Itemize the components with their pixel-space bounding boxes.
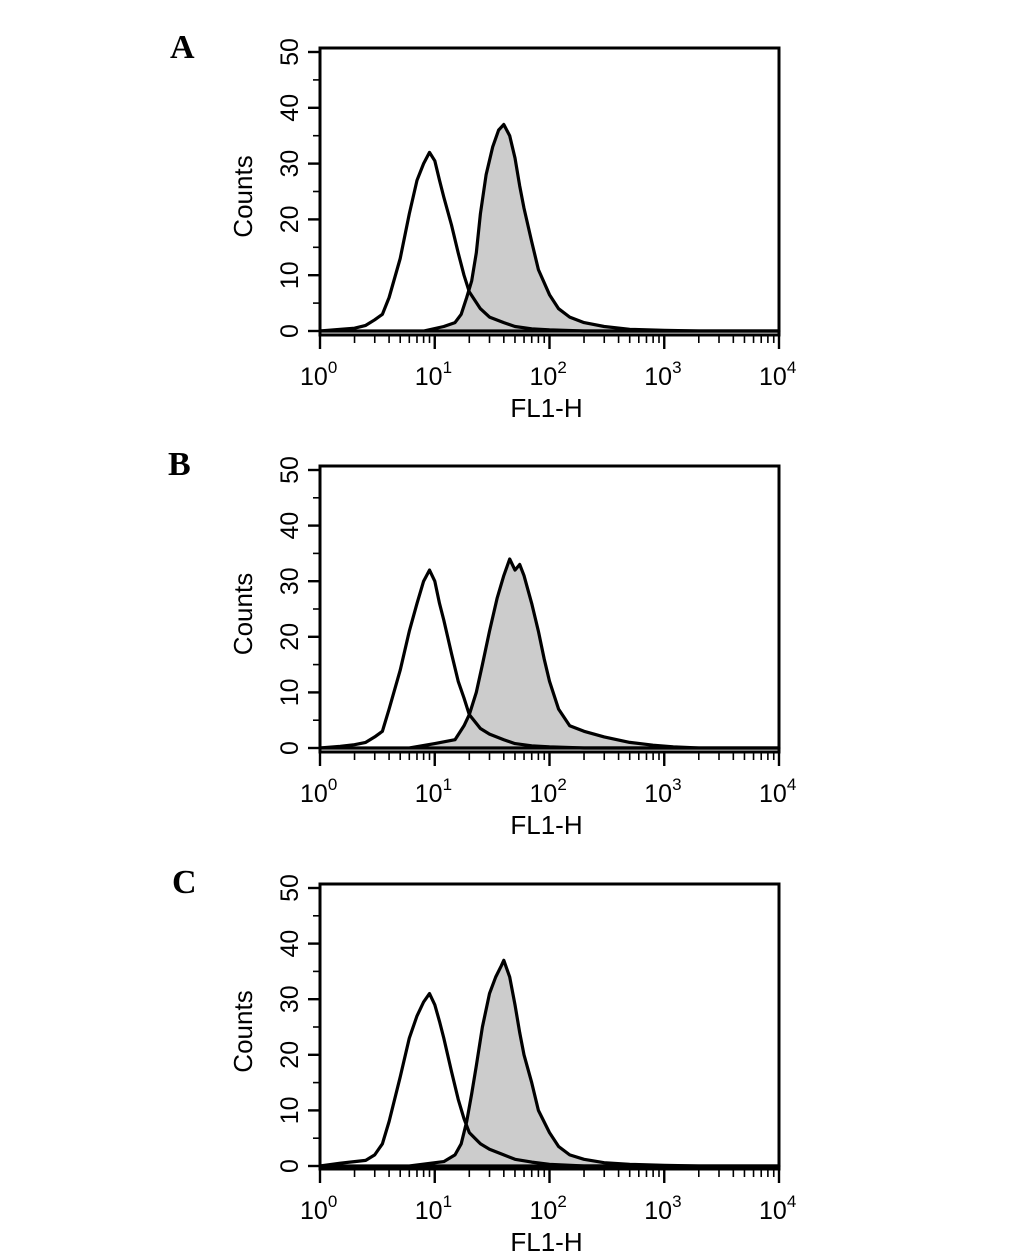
y-tick-label: 10	[276, 261, 304, 289]
x-tick-label: 102	[530, 775, 567, 808]
x-tick-label: 100	[300, 1192, 337, 1225]
panel-label: B	[168, 446, 191, 483]
x-tick-label: 100	[300, 775, 337, 808]
x-tick-label: 104	[759, 358, 796, 391]
histogram-series-outline	[319, 150, 779, 333]
y-tick-label: 20	[276, 1041, 304, 1069]
histogram-panel-b: B 100 101 102 103 104 0 10 20 30 40 50 FL1-H Counts	[168, 446, 796, 840]
x-tick-label: 101	[415, 775, 452, 808]
y-tick-label: 10	[276, 1096, 304, 1124]
x-axis-title: FL1-H	[510, 1227, 582, 1257]
y-tick-label: 30	[276, 985, 304, 1013]
y-tick-label: 10	[276, 678, 304, 706]
y-axis-title: Counts	[228, 573, 258, 655]
y-tick-label: 40	[276, 94, 304, 122]
panel-label: C	[172, 864, 197, 901]
y-tick-label: 30	[276, 567, 304, 595]
y-tick-label: 50	[276, 456, 304, 484]
x-tick-label: 101	[415, 358, 452, 391]
y-tick-label: 0	[276, 741, 304, 755]
histogram-series-filled	[318, 557, 781, 750]
x-tick-label: 102	[530, 1192, 567, 1225]
y-tick-label: 30	[276, 150, 304, 178]
y-tick-label: 40	[276, 930, 304, 958]
x-tick-label: 103	[644, 358, 681, 391]
x-tick-label: 102	[530, 358, 567, 391]
y-tick-label: 0	[276, 324, 304, 338]
y-tick-label: 50	[276, 874, 304, 902]
histogram-series-filled	[318, 958, 781, 1168]
x-axis-title: FL1-H	[510, 393, 582, 423]
histogram-series-filled	[318, 122, 781, 333]
x-axis-title: FL1-H	[510, 810, 582, 840]
histogram-panel-a: A 100 101 102 103 104 0 10 20 30 40 50 FL1-H Counts	[170, 29, 796, 423]
y-tick-label: 0	[276, 1159, 304, 1173]
histogram-panel-c: C 100 101 102 103 104 0 10 20 30 40 50 FL1-H Counts	[172, 864, 796, 1257]
y-axis-title: Counts	[228, 155, 258, 237]
x-tick-label: 103	[644, 1192, 681, 1225]
x-tick-label: 101	[415, 1192, 452, 1225]
y-axis-title: Counts	[228, 990, 258, 1072]
histogram-series-outline	[319, 991, 779, 1168]
x-tick-label: 104	[759, 1192, 796, 1225]
x-tick-label: 100	[300, 358, 337, 391]
y-tick-label: 40	[276, 512, 304, 540]
x-tick-label: 103	[644, 775, 681, 808]
histogram-series-outline	[319, 568, 779, 750]
panel-label: A	[170, 29, 195, 66]
y-tick-label: 50	[276, 38, 304, 66]
y-tick-label: 20	[276, 205, 304, 233]
x-tick-label: 104	[759, 775, 796, 808]
y-tick-label: 20	[276, 623, 304, 651]
